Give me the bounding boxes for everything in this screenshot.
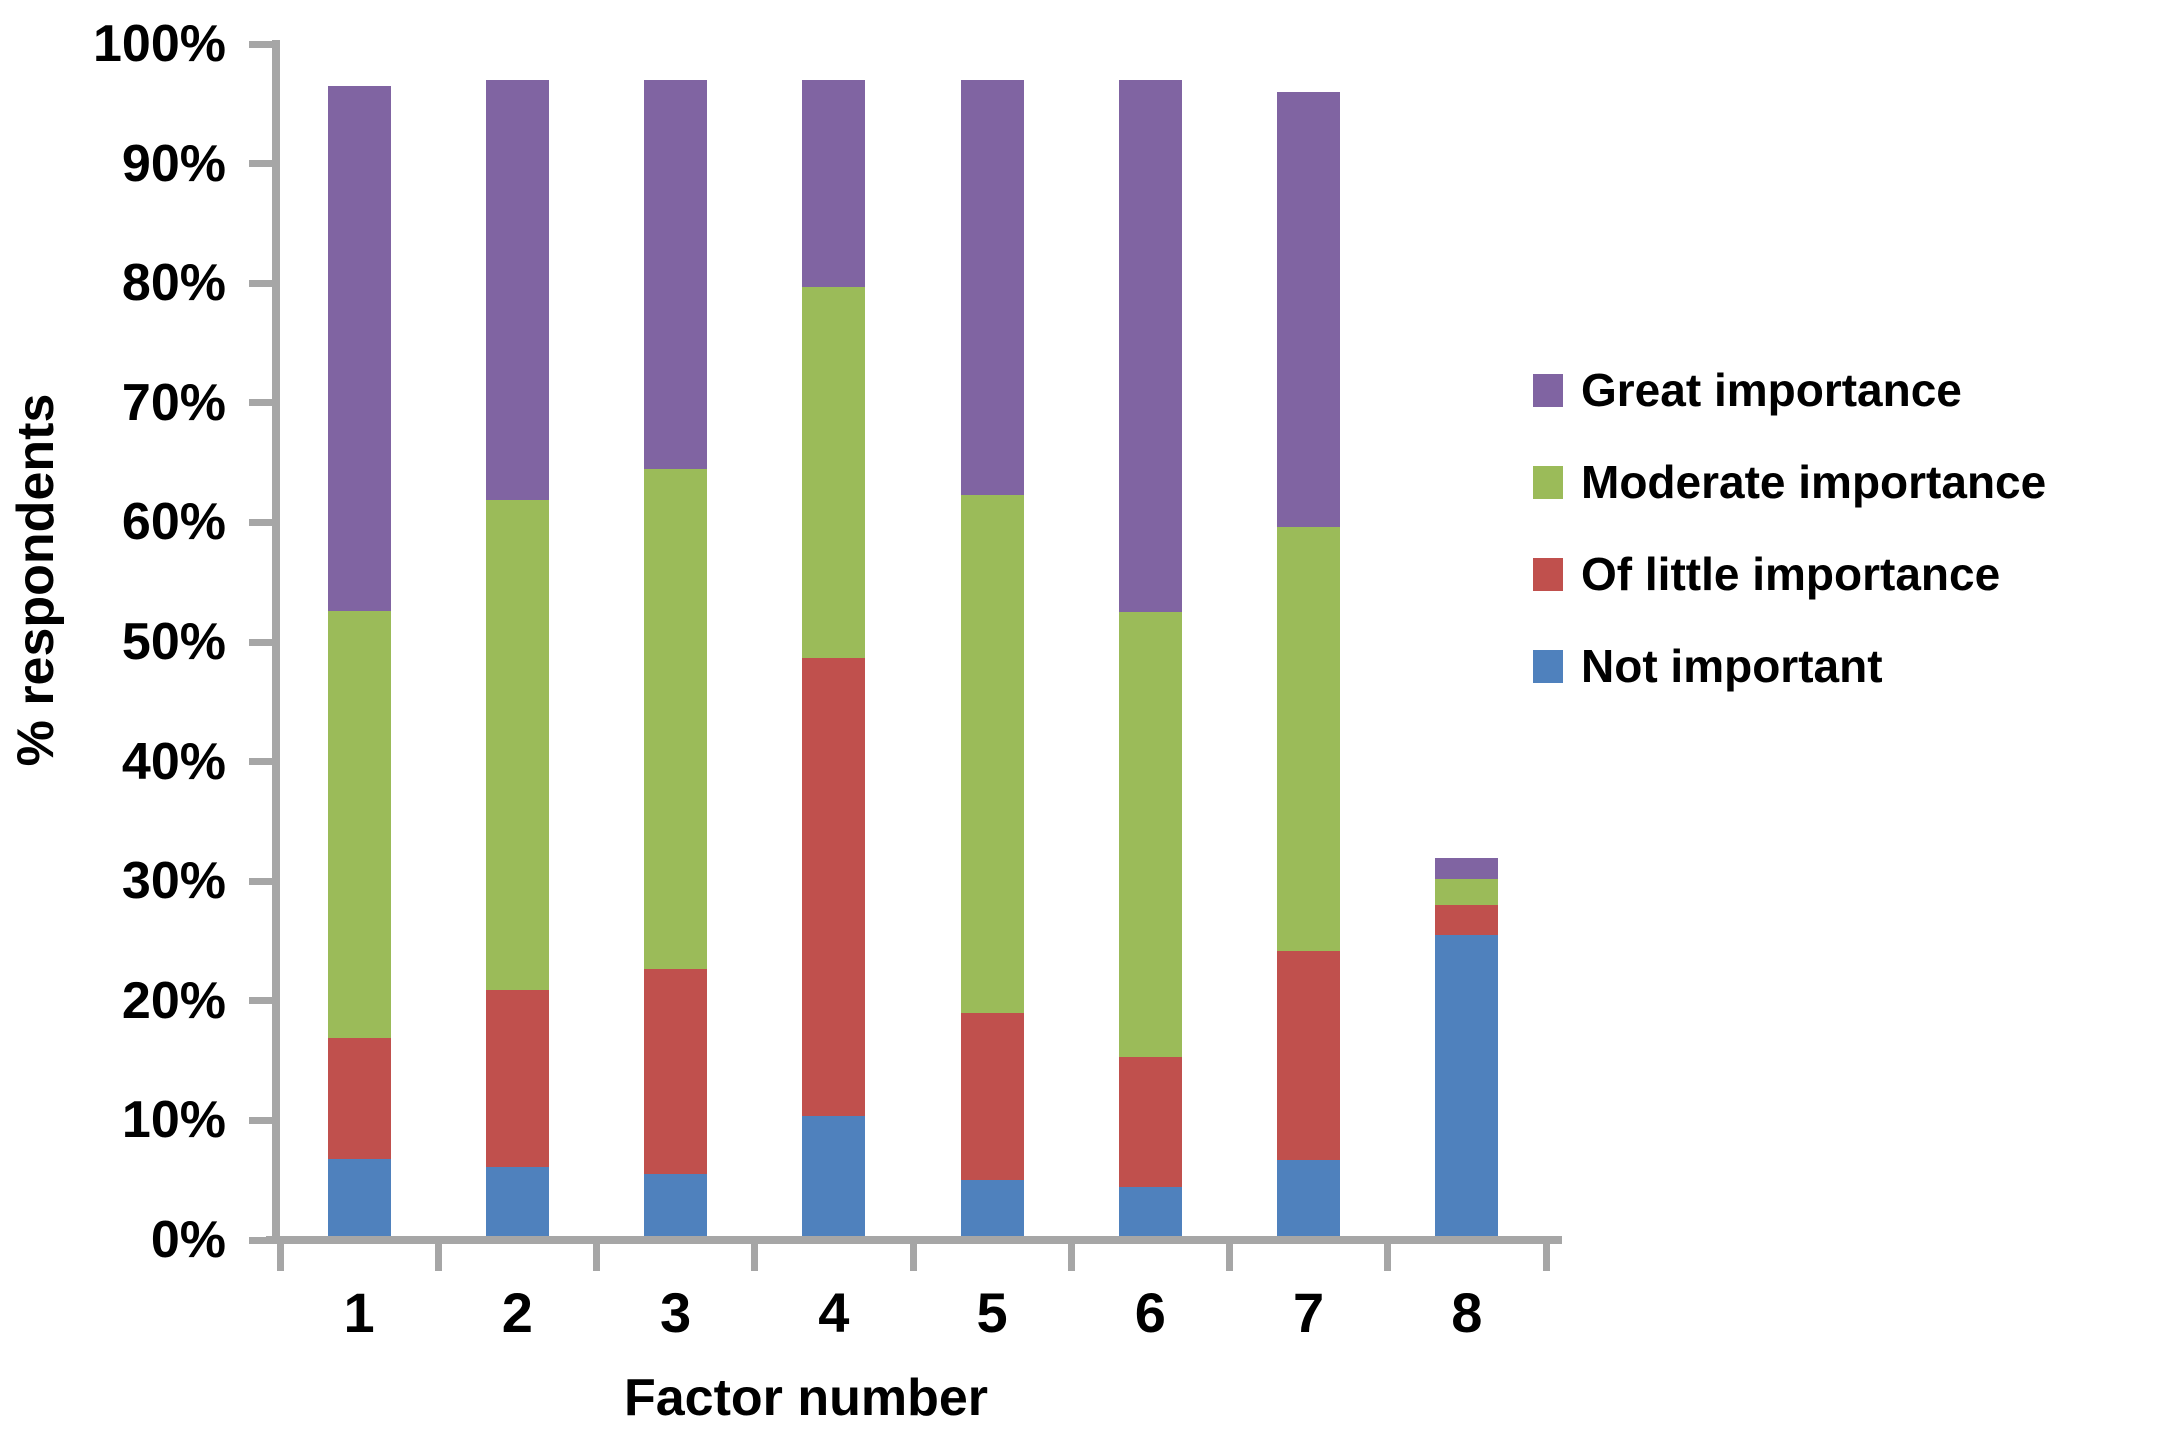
x-tick-label: 5 bbox=[976, 1281, 1008, 1344]
y-tick-label: 30% bbox=[121, 852, 226, 911]
legend-item: Moderate importance bbox=[1533, 459, 2046, 505]
y-tick-label: 40% bbox=[121, 732, 226, 791]
x-tick-mark bbox=[751, 1244, 759, 1271]
bar-segment bbox=[960, 1012, 1024, 1181]
legend-label: Not important bbox=[1581, 640, 1883, 692]
bar-segment bbox=[960, 1180, 1024, 1240]
x-tick-label: 1 bbox=[343, 1281, 375, 1344]
bar-segment bbox=[1277, 91, 1341, 528]
x-tick-mark bbox=[276, 1244, 284, 1271]
legend-item: Not important bbox=[1533, 643, 2046, 689]
bar-segment bbox=[1435, 878, 1499, 906]
legend-label: Moderate importance bbox=[1581, 456, 2047, 508]
y-tick-mark bbox=[249, 279, 276, 287]
x-tick-mark bbox=[909, 1244, 917, 1271]
bar-segment bbox=[1435, 858, 1499, 879]
legend-label: Great importance bbox=[1581, 364, 1962, 416]
y-tick-mark bbox=[249, 997, 276, 1005]
bar-segment bbox=[1118, 79, 1182, 613]
x-tick-mark bbox=[1226, 1244, 1233, 1271]
legend-swatch-icon bbox=[1533, 373, 1563, 407]
x-axis-title: Factor number bbox=[623, 1369, 989, 1427]
legend-swatch-icon bbox=[1533, 649, 1563, 683]
legend-item: Of little importance bbox=[1533, 551, 2046, 597]
y-axis-title: % respondents bbox=[7, 393, 65, 767]
y-tick-label: 0% bbox=[150, 1211, 226, 1269]
legend-label: Of little importance bbox=[1581, 548, 2001, 600]
y-tick-mark bbox=[249, 399, 276, 407]
bar-segment bbox=[802, 657, 866, 1116]
y-tick-mark bbox=[249, 518, 276, 526]
bar-segment bbox=[644, 79, 708, 469]
bar-segment bbox=[644, 468, 708, 969]
plot-area bbox=[280, 44, 1546, 1240]
x-axis-line bbox=[266, 1236, 1562, 1244]
bar-segment bbox=[802, 286, 866, 658]
y-tick-mark bbox=[249, 40, 276, 48]
y-axis-line bbox=[272, 40, 280, 1244]
y-tick-label: 90% bbox=[121, 134, 226, 193]
x-tick-label: 7 bbox=[1293, 1281, 1325, 1344]
legend: Great importance Moderate importance Of li… bbox=[1533, 367, 2046, 735]
bar-segment bbox=[802, 79, 866, 287]
x-tick-label: 6 bbox=[1134, 1281, 1166, 1344]
bar-segment bbox=[327, 1037, 391, 1159]
y-tick-mark bbox=[249, 1116, 276, 1124]
y-tick-label: 100% bbox=[93, 15, 226, 73]
x-tick-mark bbox=[434, 1244, 442, 1271]
bar-segment bbox=[485, 79, 549, 500]
bar-segment bbox=[1435, 935, 1499, 1240]
y-tick-label: 50% bbox=[121, 613, 226, 671]
y-tick-mark bbox=[249, 638, 276, 646]
x-tick-label: 3 bbox=[660, 1281, 692, 1344]
y-tick-label: 80% bbox=[121, 254, 226, 313]
y-tick-label: 60% bbox=[121, 493, 226, 552]
y-tick-label: 70% bbox=[121, 373, 226, 432]
x-tick-mark bbox=[1542, 1244, 1550, 1271]
bar-segment bbox=[327, 610, 391, 1038]
legend-swatch-icon bbox=[1533, 465, 1563, 499]
bar-segment bbox=[802, 1115, 866, 1240]
bar-segment bbox=[485, 1167, 549, 1240]
y-tick-mark bbox=[249, 160, 276, 168]
x-tick-mark bbox=[1067, 1244, 1075, 1271]
y-tick-mark bbox=[249, 1236, 276, 1244]
y-tick-mark bbox=[249, 758, 276, 766]
bar-segment bbox=[644, 1174, 708, 1240]
bar-segment bbox=[327, 85, 391, 611]
bar-segment bbox=[1435, 905, 1499, 936]
x-tick-label: 2 bbox=[501, 1281, 533, 1344]
bar-segment bbox=[1277, 527, 1341, 951]
bar-segment bbox=[485, 990, 549, 1168]
x-tick-label: 8 bbox=[1451, 1281, 1483, 1344]
y-tick-label: 20% bbox=[121, 971, 226, 1030]
x-tick-label: 4 bbox=[818, 1281, 850, 1344]
bar-segment bbox=[1277, 950, 1341, 1160]
bar-segment bbox=[960, 79, 1024, 495]
x-tick-mark bbox=[1384, 1244, 1392, 1271]
bar-segment bbox=[644, 968, 708, 1175]
x-tick-mark bbox=[593, 1244, 600, 1271]
bar-segment bbox=[960, 494, 1024, 1013]
legend-swatch-icon bbox=[1533, 557, 1563, 591]
y-tick-label: 10% bbox=[121, 1091, 226, 1150]
y-tick-mark bbox=[249, 877, 276, 885]
bar-segment bbox=[485, 499, 549, 991]
bar-segment bbox=[1118, 1187, 1182, 1240]
bar-segment bbox=[1118, 612, 1182, 1058]
bar-segment bbox=[1118, 1057, 1182, 1188]
bar-segment bbox=[327, 1158, 391, 1240]
bar-segment bbox=[1277, 1159, 1341, 1240]
legend-item: Great importance bbox=[1533, 367, 2046, 413]
